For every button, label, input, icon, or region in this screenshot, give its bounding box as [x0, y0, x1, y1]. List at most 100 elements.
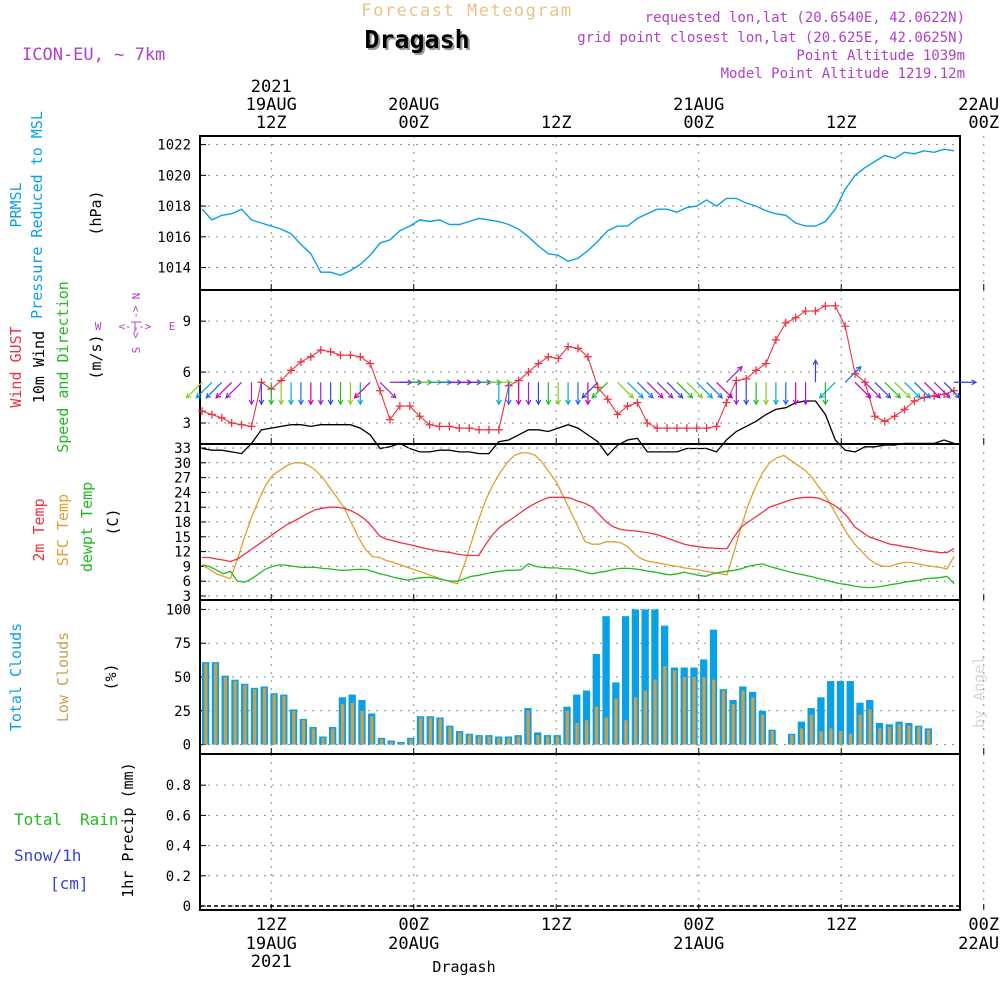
pressure-unit: (hPa)	[87, 190, 105, 235]
low-clouds-bar	[253, 689, 257, 745]
low-clouds-bar	[770, 731, 774, 745]
wind-direction-arrowhead	[697, 392, 704, 399]
wind-direction-arrow	[894, 381, 911, 399]
y-tick-label: 6	[183, 574, 191, 590]
y-tick-label: 9	[183, 314, 191, 330]
panels: 1014 1016 1018 1020 1022 PRMSL Pressure Reduce…	[7, 111, 985, 915]
top-tick-year: 2021	[251, 77, 292, 97]
low-clouds-bar	[624, 720, 628, 745]
wind-gust-marker	[781, 318, 790, 327]
compass-east: E	[169, 320, 176, 333]
wind-label-10m: 10m Wind	[30, 331, 48, 403]
wind-gust-marker	[445, 422, 454, 431]
bottom-tick-hour: 12Z	[256, 915, 287, 935]
wind-direction-arrowhead	[545, 399, 552, 406]
pressure-label-prmsl: PRMSL	[7, 182, 25, 227]
bottom-tick-date: 21AUG	[673, 934, 724, 954]
wind-gust-marker	[860, 378, 869, 387]
low-clouds-bar	[848, 733, 853, 745]
wind-direction-arrowhead	[934, 392, 941, 399]
wind-gust-marker	[395, 402, 404, 411]
wind-direction-arrow	[676, 381, 693, 399]
wind-direction-arrowhead	[307, 399, 314, 406]
y-tick-label: 15	[174, 530, 191, 546]
low-clouds-bar	[292, 710, 296, 745]
low-clouds-bar	[350, 702, 354, 745]
y-tick-label: 25	[174, 704, 191, 720]
low-clouds-bar	[262, 687, 267, 745]
wind-direction-arrowhead	[390, 392, 397, 399]
panel-pressure: 1014 1016 1018 1020 1022 PRMSL Pressure Reduce…	[7, 111, 985, 319]
wind-direction-arrow	[205, 381, 223, 399]
y-tick-label: 0.4	[166, 839, 191, 855]
wind-unit: (m/s)	[87, 334, 105, 379]
wind-gust-marker	[415, 412, 424, 421]
chart-subtitle: Forecast Meteogram	[361, 1, 572, 21]
wind-label-direction: Speed and Direction	[54, 281, 72, 453]
low-clouds-bar	[243, 685, 247, 745]
wind-gust-marker	[376, 386, 385, 395]
panel-clouds: 0 25 50 75 100 Total Clouds Low Clouds (%)	[7, 599, 985, 755]
wind-gust-marker	[722, 398, 731, 407]
total-clouds-bar	[846, 681, 854, 745]
low-clouds-bar	[379, 739, 384, 745]
wind-direction-arrowhead	[225, 392, 231, 399]
wind-direction-arrowhead	[855, 365, 862, 372]
wind-direction-arrowhead	[327, 399, 334, 406]
wind-direction-arrowhead	[743, 399, 750, 406]
wind-gust-marker	[603, 395, 612, 404]
wind-gust-marker	[207, 410, 216, 419]
wind-gust-marker	[682, 424, 691, 433]
wind-direction-arrowhead	[591, 392, 598, 399]
top-tick-hour: 00Z	[968, 113, 999, 133]
clouds-label-low: Low Clouds	[54, 632, 72, 722]
wind-gust-marker	[237, 420, 246, 429]
wind-gust-marker	[663, 424, 672, 433]
wind-direction-arrowhead	[555, 399, 562, 406]
wind-direction-arrow	[636, 381, 654, 399]
wind-direction-arrow	[379, 381, 397, 399]
wind-direction-arrowhead	[337, 399, 344, 406]
low-clouds-bar	[213, 663, 218, 745]
low-clouds-bar	[419, 717, 423, 745]
wind-direction-arrowhead	[575, 399, 581, 406]
low-clouds-bar	[897, 724, 901, 745]
wind-gust-marker	[821, 301, 830, 310]
y-tick-label: 9	[183, 559, 191, 575]
low-clouds-bar	[702, 677, 706, 745]
wind-direction-arrowhead	[288, 399, 294, 406]
low-clouds-bar	[370, 716, 374, 745]
low-clouds-bar	[887, 727, 892, 745]
wind-direction-arrowhead	[782, 399, 789, 406]
y-tick-label: 100	[166, 602, 191, 618]
wind-gust-marker	[583, 352, 592, 361]
wind-direction-arrow	[943, 381, 961, 399]
low-clouds-bar	[546, 736, 550, 745]
wind-direction-arrow	[725, 366, 743, 383]
wind-direction-arrow	[874, 381, 891, 399]
wind-gust-marker	[356, 352, 365, 361]
dewpt-line	[201, 563, 955, 589]
y-tick-label: 21	[174, 500, 191, 516]
wind-gust-marker	[870, 412, 879, 421]
total-clouds-bar	[592, 654, 600, 745]
temp-label-2m: 2m Temp	[30, 498, 48, 561]
wind-direction-arrowhead	[495, 399, 502, 406]
wind-direction-arrowhead	[638, 392, 644, 399]
wind-direction-arrowhead	[895, 392, 902, 399]
wind-direction-arrowhead	[647, 392, 654, 399]
bottom-tick-hour: 00Z	[398, 915, 429, 935]
watermark: by Angel	[970, 656, 988, 728]
top-tick-hour: 12Z	[826, 113, 857, 133]
wind-gust-marker	[484, 425, 493, 434]
precip-unit: 1hr Precip (mm)	[119, 762, 137, 897]
panel-frame	[199, 753, 961, 911]
wind-direction-arrowhead	[753, 399, 760, 406]
low-clouds-bar	[682, 677, 687, 745]
wind-gust-marker	[653, 424, 662, 433]
wind-direction-arrowhead	[268, 399, 275, 406]
wind-direction-arrowhead	[353, 392, 360, 399]
bottom-tick-hour: 12Z	[826, 915, 857, 935]
wind-direction-arrowhead	[875, 392, 882, 399]
